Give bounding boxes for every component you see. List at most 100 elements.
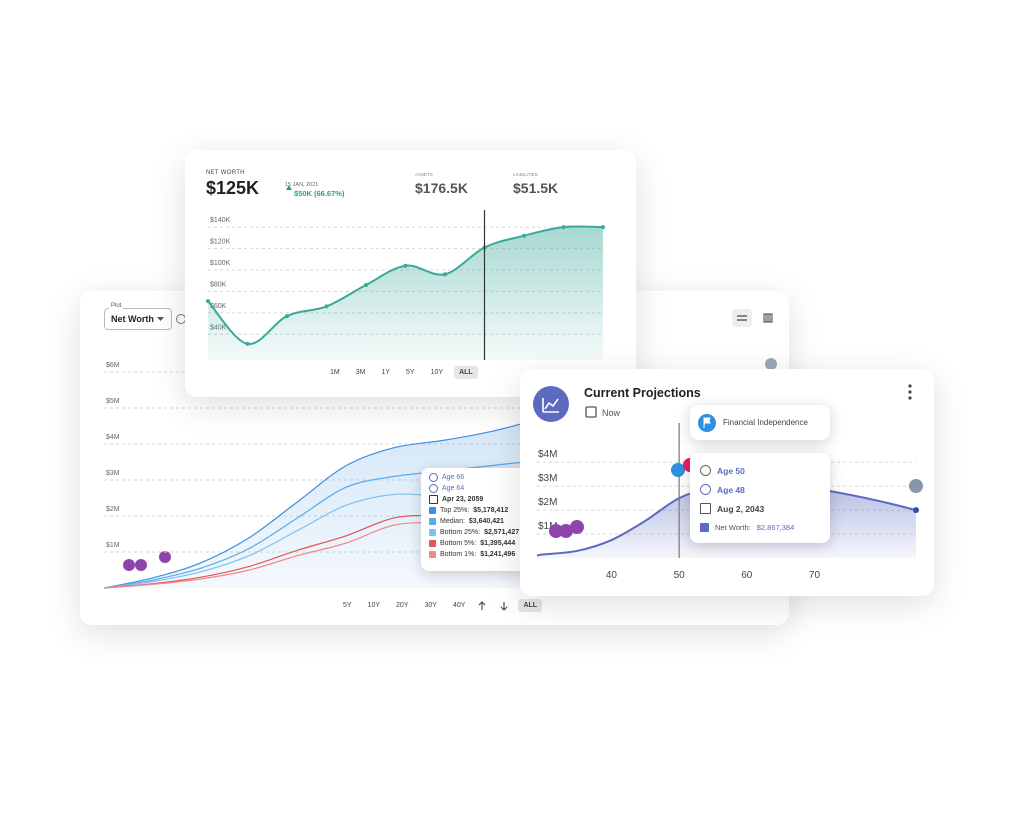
tooltip-line: Age 48 [700, 480, 794, 499]
range-button[interactable]: 1Y [381, 369, 391, 376]
y-tick-label: $3M [106, 470, 120, 477]
net-worth-card: $40K$60K$80K$100K$120K$140K NET WORTH $1… [185, 150, 636, 397]
end-point [913, 507, 919, 514]
range-button[interactable]: 3M [355, 369, 366, 376]
tooltip-swatch [429, 540, 436, 547]
range-button[interactable]: 40Y [452, 602, 466, 609]
y-tick-label: $2M [538, 497, 557, 508]
tooltip-swatch [429, 507, 436, 514]
tooltip-line: Age 64 [429, 483, 519, 494]
data-point [403, 263, 408, 268]
calendar-icon [585, 406, 597, 418]
tooltip-item: Bottom 1%: $1,241,496 [429, 549, 519, 560]
tooltip-swatch [429, 518, 436, 525]
range-button[interactable]: ALL [454, 366, 478, 379]
range-buttons: 1M 3M 1Y 5Y 10Y ALL [325, 366, 478, 379]
data-point [206, 299, 210, 304]
data-point [601, 225, 605, 230]
tooltip-item-value: $5,178,412 [473, 507, 509, 514]
y-tick-label: $100K [210, 260, 231, 267]
sort-arrows[interactable] [476, 600, 512, 611]
tooltip-item-label: Bottom 25%: [440, 529, 481, 536]
tooltip-value-label: Net Worth: [715, 523, 751, 532]
flag-icon [698, 414, 716, 432]
range-button[interactable]: 20Y [396, 602, 409, 609]
liabilities-label: LIABILITIES [513, 172, 538, 177]
tooltip-value: $2,867,384 [756, 523, 795, 532]
milestone-icon[interactable] [123, 559, 135, 571]
range-button[interactable]: 5Y [406, 369, 415, 376]
tooltip-date: Aug 2, 2043 [717, 503, 765, 514]
y-tick-label: $60K [210, 303, 227, 310]
tooltip-line: Apr 23, 2059 [429, 494, 519, 505]
y-tick-label: $5M [106, 398, 120, 405]
tooltip-date: Apr 23, 2059 [442, 496, 484, 503]
net-worth-chart: $40K$60K$80K$100K$120K$140K [206, 185, 605, 360]
y-tick-label: $2M [106, 506, 120, 513]
y-tick-label: $140K [210, 217, 231, 224]
change: $50K (66.67%) [294, 189, 345, 198]
tooltip-age: Age 50 [717, 465, 745, 476]
tooltip-age: Age 48 [717, 484, 745, 495]
tooltip-item-label: Bottom 1%: [440, 551, 477, 558]
range-button[interactable]: 1M [330, 369, 340, 376]
metric-select[interactable]: NET WORTH [206, 170, 245, 176]
data-point [285, 314, 289, 319]
range-button[interactable]: ALL [518, 599, 543, 612]
card-subtitle: Now [602, 408, 621, 418]
tooltip-item-label: Top 25%: [440, 507, 470, 514]
settings-button[interactable] [732, 309, 752, 327]
tooltip-line: Age 50 [700, 461, 794, 480]
x-tick-label: 40 [606, 570, 618, 581]
tooltip-item-label: Median: [440, 518, 465, 525]
tooltip-item-label: Bottom 5%: [440, 540, 477, 547]
tooltip-item: Top 25%: $5,178,412 [429, 505, 519, 516]
tooltip-body: Age 66 Age 64 Apr 23, 2059 Top 25%: $5,17… [429, 472, 519, 560]
milestone-icon [549, 524, 563, 538]
range-buttons: 5Y 10Y 20Y 30Y 40Y ALL [338, 599, 543, 612]
data-point [364, 283, 368, 287]
data-point [522, 233, 526, 238]
x-tick-label: 60 [741, 570, 753, 581]
data-point [245, 341, 250, 346]
tooltip-line: Age 66 [429, 472, 519, 483]
range-button[interactable]: 10Y [430, 369, 444, 376]
range-button[interactable]: 10Y [367, 602, 381, 609]
tooltip-item-value: $3,640,421 [468, 518, 504, 525]
y-tick-label: $3M [538, 473, 557, 484]
milestone-icon [559, 524, 573, 538]
range-button[interactable]: 5Y [343, 602, 352, 609]
y-tick-label: $80K [210, 281, 227, 288]
line [103, 418, 541, 589]
menu-dot[interactable] [908, 396, 912, 400]
date: 15 JAN, 2021 [285, 182, 319, 188]
milestone-icon[interactable] [135, 559, 147, 571]
tooltip-swatch [429, 529, 436, 536]
assets-value: $176.5K [415, 180, 468, 196]
range-button[interactable]: 30Y [424, 602, 437, 609]
data-point [443, 272, 447, 277]
plot-value: Net Worth [111, 314, 154, 324]
x-tick-label: 70 [809, 570, 821, 581]
menu-dot[interactable] [908, 390, 912, 394]
y-tick-label: $4M [106, 434, 120, 441]
percentile-tooltip: Age 66 Age 64 Apr 23, 2059 Top 25%: $5,17… [421, 468, 539, 571]
tooltip-line: Net Worth: $2,867,384 [700, 518, 794, 537]
liabilities-value: $51.5K [513, 180, 559, 196]
menu-dot[interactable] [908, 384, 912, 388]
assets-label: ASSETS [415, 172, 433, 177]
tooltip-item: Median: $3,640,421 [429, 516, 519, 527]
tooltip-line: Aug 2, 2043 [700, 499, 794, 518]
y-tick-label: $1M [106, 542, 120, 549]
plot-select[interactable]: Net Worth [104, 308, 172, 330]
tooltip-item: Bottom 25%: $2,571,427 [429, 527, 519, 538]
tooltip-item-value: $2,571,427 [484, 529, 520, 536]
tooltip-age: Age 64 [442, 485, 465, 492]
table-icon[interactable] [763, 313, 773, 323]
heart-icon [909, 479, 923, 493]
data-point [561, 225, 566, 230]
milestone-marker [671, 463, 685, 477]
tooltip-item-value: $1,241,496 [480, 551, 516, 558]
milestone-icon[interactable] [159, 551, 171, 563]
y-tick-label: $1M [538, 521, 557, 532]
